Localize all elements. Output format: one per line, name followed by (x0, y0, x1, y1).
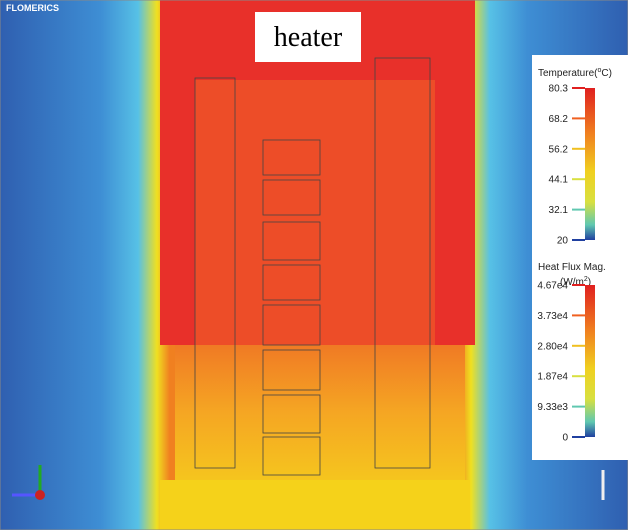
heater-label: heater (274, 22, 343, 53)
brand: FLOMERICS (6, 3, 59, 13)
tick-label: 4.67e4 (537, 281, 568, 292)
tick-label: 3.73e4 (537, 311, 568, 322)
tick-label: 20 (557, 236, 569, 247)
legend-title: Temperature(oC) (538, 67, 612, 79)
tick-label: 9.33e3 (537, 402, 568, 413)
simulation-screenshot: FLOMERICS heater Temperature(oC) Heat Fl… (0, 0, 628, 530)
tick-label: 1.87e4 (537, 372, 568, 383)
tick-label: 0 (562, 433, 568, 444)
color-bar (585, 285, 595, 437)
tick-label: 2.80e4 (537, 341, 568, 352)
tick-label: 32.1 (549, 205, 569, 216)
tick-label: 44.1 (549, 175, 569, 186)
legend-panel (532, 55, 628, 460)
tick-label: 80.3 (549, 84, 569, 95)
tick-label: 56.2 (549, 144, 569, 155)
legend-title: Heat Flux Mag. (538, 262, 606, 273)
color-bar (585, 88, 595, 240)
tick-label: 68.2 (549, 114, 569, 125)
base-block (160, 480, 470, 530)
